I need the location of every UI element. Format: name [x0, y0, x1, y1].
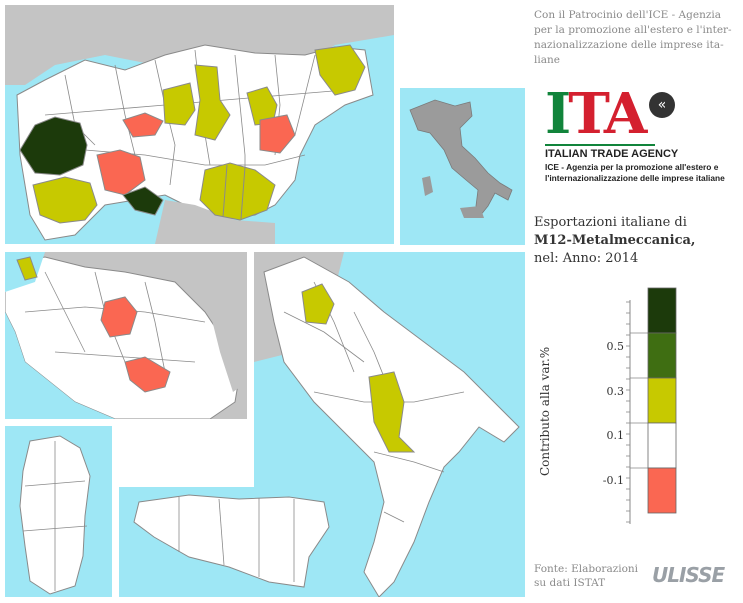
province-pescara — [301, 283, 335, 325]
legend-tick-marks — [626, 301, 648, 523]
province-genova — [122, 186, 164, 216]
legend-swatch — [647, 287, 677, 334]
sicily-shape — [460, 206, 484, 218]
agency-subtitle: ICE - Agenzia per la promozione all'este… — [545, 162, 725, 183]
map-panel-north-italy — [5, 5, 394, 244]
agency-name: ITALIAN TRADE AGENCY — [545, 148, 679, 160]
province-massa — [16, 256, 38, 281]
province-torino — [19, 116, 88, 176]
foreign-land-alps — [5, 5, 394, 85]
map-center-svg — [5, 252, 247, 419]
ita-logo: ITA « ITALIAN TRADE AGENCY ICE - Agenzia… — [545, 86, 735, 192]
province-vicenza — [246, 86, 278, 126]
province-siena — [124, 356, 171, 393]
legend-axis-label: Contributo alla var.% — [538, 346, 552, 476]
map-south-svg — [254, 252, 520, 597]
adriatic-sea — [295, 105, 394, 244]
province-brescia — [194, 64, 231, 141]
patronage-text: Con il Patrocinio dell'ICE - Agenzia per… — [534, 9, 732, 66]
ulisse-logo: ULISSE — [652, 563, 725, 587]
title-line-1: Esportazioni italiane di — [534, 215, 687, 230]
italy-mainland-shape — [409, 99, 513, 217]
legend-swatch — [647, 467, 677, 514]
province-alessandria — [96, 149, 146, 196]
map-panel-central-italy — [5, 252, 247, 419]
legend-swatch — [647, 422, 677, 469]
map-panel-italy-overview — [400, 88, 525, 245]
province-potenza — [368, 371, 416, 453]
map-north-svg — [5, 5, 394, 244]
province-bergamo — [162, 82, 196, 126]
logo-divider — [545, 144, 655, 146]
map-panel-sicily — [119, 487, 341, 597]
map-sicily-svg — [133, 494, 330, 588]
map-sardinia-svg — [19, 435, 91, 595]
map-panel-sardinia — [5, 426, 112, 597]
legend-tick-label: -0.1 — [602, 474, 624, 487]
ita-wordmark: ITA — [545, 86, 647, 142]
map-italy-overview-svg — [409, 99, 513, 218]
sardinia-shape — [422, 176, 433, 196]
legend-svg — [626, 287, 677, 524]
province-novara — [122, 112, 164, 138]
province-cuneo — [32, 176, 98, 224]
legend-color-boxes — [647, 287, 677, 514]
sicily-land — [133, 494, 330, 588]
legend-tick-label: 0.5 — [606, 340, 625, 353]
tuscany-grey-area — [155, 200, 275, 244]
legend-swatch — [647, 377, 677, 424]
legend-tick-label: 0.3 — [606, 385, 625, 398]
title-line-2: M12-Metalmeccanica, — [534, 233, 696, 248]
sardinia-province-borders — [22, 441, 88, 591]
sicily-province-borders — [178, 497, 295, 582]
source-note: Fonte: Elaborazioni su dati ISTAT — [534, 563, 639, 589]
province-firenze — [100, 296, 138, 338]
province-emilia — [199, 162, 276, 221]
center-grey-east — [210, 282, 247, 392]
province-padova — [259, 114, 296, 154]
ita-letters-ta: TA — [568, 81, 647, 147]
legend: 0.5 0.3 0.1 -0.1 — [586, 282, 706, 532]
ita-emblem-icon: « — [649, 92, 675, 118]
emilia-dividers — [222, 164, 246, 220]
tyrrhenian-sea — [5, 312, 115, 419]
legend-tick-label: 0.1 — [606, 429, 625, 442]
ita-letter-i: I — [545, 81, 571, 147]
map-title: Esportazioni italiane di M12-Metalmeccan… — [534, 214, 739, 268]
province-udine — [314, 44, 366, 96]
north-italy-land — [16, 44, 374, 241]
title-line-3: nel: Anno: 2014 — [534, 251, 639, 266]
legend-swatch — [647, 332, 677, 379]
